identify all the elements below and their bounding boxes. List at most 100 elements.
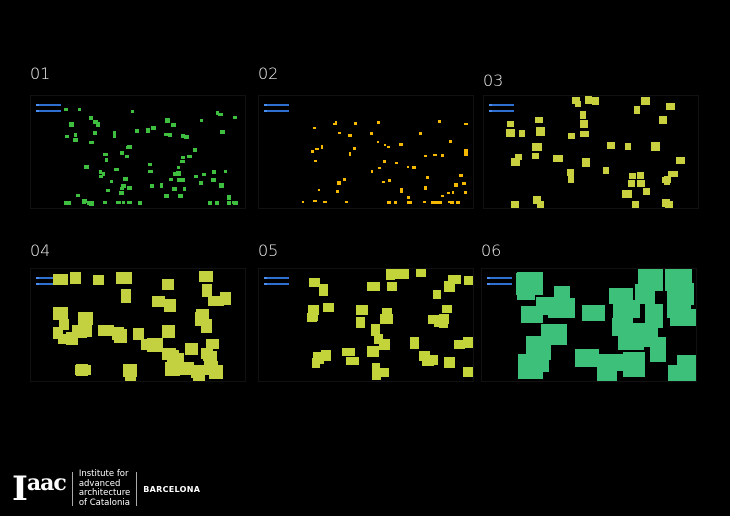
map-block [202,173,207,177]
map-block [574,101,582,108]
map-block [125,373,136,381]
map-block [149,184,154,189]
map-block [114,167,119,171]
map-block [448,139,453,144]
map-block [169,177,173,182]
map-block [448,201,451,204]
map-block [388,179,391,183]
map-block [572,97,580,105]
map-block [373,333,384,344]
map-block [176,171,182,176]
map-block [75,193,81,198]
map-block [178,193,184,198]
legend-bar [487,283,512,285]
map-block [640,97,651,106]
map-block [407,165,410,169]
map-block [167,359,182,371]
map-block [579,119,588,129]
map-block [137,201,143,206]
map-block [120,183,126,188]
map-block [180,133,186,138]
map-panel-06 [481,268,697,382]
map-block [346,356,360,366]
map-block [370,169,374,173]
map-block [214,201,220,206]
map-block [568,132,576,140]
map-block [663,175,671,185]
map-block [220,129,225,134]
map-block [317,188,320,191]
map-legend [264,277,289,289]
map-panel-05 [258,268,474,382]
map-block [103,152,109,157]
map-block [218,183,224,188]
map-block [567,174,574,183]
map-block [638,269,664,292]
map-block [455,201,459,204]
map-block [342,178,347,182]
map-block [567,169,574,176]
map-block [109,179,114,183]
panel-label-03: 03 [483,71,504,90]
map-block [313,352,325,364]
legend-bar [489,110,514,112]
legend-bar [264,283,289,285]
map-block [52,326,63,340]
map-block [675,156,686,164]
institute-line: of Catalonia [78,497,130,508]
map-block [666,301,692,319]
map-block [464,191,467,195]
map-block [103,201,107,205]
map-block [89,115,93,120]
map-block [98,170,103,174]
map-block [165,118,170,123]
map-block [651,141,660,151]
map-block [161,279,174,291]
map-block [125,154,130,159]
institute-line: Institute for [78,469,129,479]
map-block [309,278,320,287]
map-block [644,303,663,328]
map-block [77,314,91,326]
map-block [318,284,328,296]
map-block [384,143,387,147]
map-block [71,325,87,339]
map-block [345,201,349,204]
map-block [112,130,116,136]
map-block [104,158,109,163]
map-block [313,199,317,203]
legend-bar [264,110,289,112]
map-block [532,143,543,151]
map-block [121,201,126,205]
map-block [382,181,385,184]
map-block [444,280,456,292]
map-block [86,201,91,205]
map-legend [487,277,512,289]
map-block [418,131,422,136]
map-block [379,338,390,351]
map-block [101,172,105,177]
map-block [151,125,156,131]
map-block [411,166,416,169]
map-block [383,160,386,163]
map-block [131,109,135,113]
map-block [342,347,355,357]
map-block [163,133,168,137]
map-block [84,164,89,169]
map-block [367,346,379,357]
map-block [93,120,98,125]
map-block [176,178,182,183]
map-block [386,281,397,291]
map-block [202,283,213,297]
panel-label-04: 04 [30,241,51,260]
map-block [585,96,593,105]
map-legend [36,104,61,116]
map-block [302,201,305,204]
map-block [233,201,238,206]
map-block [454,183,458,187]
map-block [121,289,132,303]
legend-bar [36,110,61,112]
map-block [208,364,223,379]
map-block [233,115,238,120]
map-block [422,201,427,204]
